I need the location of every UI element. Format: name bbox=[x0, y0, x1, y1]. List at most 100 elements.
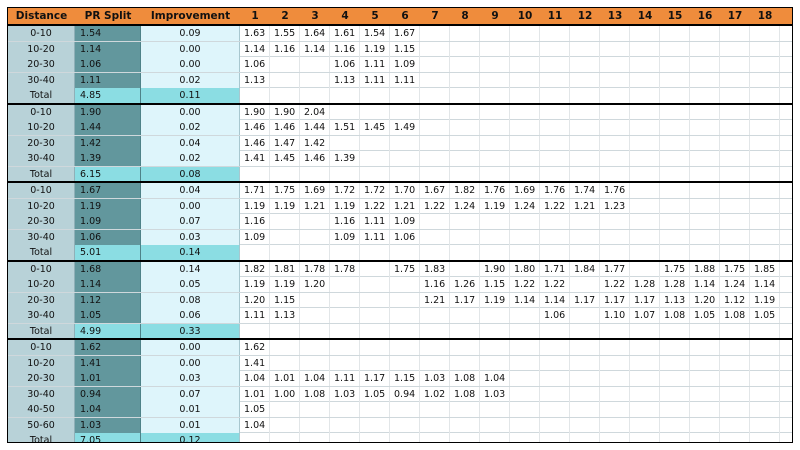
lap-value-cell[interactable] bbox=[660, 120, 690, 135]
lap-value-cell[interactable] bbox=[750, 386, 780, 402]
lap-value-cell[interactable] bbox=[360, 323, 390, 339]
header-pr-split[interactable]: PR Split bbox=[84, 10, 132, 22]
lap-value-cell[interactable] bbox=[720, 229, 750, 245]
lap-value-cell[interactable]: 1.19 bbox=[360, 41, 390, 57]
lap-value-cell[interactable] bbox=[600, 433, 630, 442]
lap-value-cell[interactable] bbox=[750, 183, 780, 198]
lap-value-cell[interactable] bbox=[450, 229, 480, 245]
lap-value-cell[interactable] bbox=[450, 245, 480, 260]
lap-value-cell[interactable]: 1.09 bbox=[390, 57, 420, 72]
lap-value-cell[interactable] bbox=[750, 166, 780, 182]
lap-value-cell[interactable] bbox=[270, 323, 300, 339]
improvement-cell[interactable]: 0.01 bbox=[141, 402, 240, 417]
lap-value-cell[interactable]: 1.78 bbox=[330, 261, 360, 277]
lap-value-cell[interactable]: 1.11 bbox=[390, 72, 420, 88]
lap-value-cell[interactable] bbox=[420, 26, 450, 41]
lap-value-cell[interactable] bbox=[600, 214, 630, 229]
lap-value-cell[interactable] bbox=[300, 245, 330, 260]
lap-value-cell[interactable] bbox=[630, 166, 660, 182]
lap-value-cell[interactable]: 1.09 bbox=[330, 229, 360, 245]
lap-value-cell[interactable] bbox=[390, 402, 420, 417]
lap-value-cell[interactable] bbox=[450, 433, 480, 442]
distance-cell[interactable]: 0-10 bbox=[8, 340, 75, 355]
lap-value-cell[interactable] bbox=[300, 355, 330, 371]
lap-value-cell[interactable] bbox=[270, 340, 300, 355]
lap-value-cell[interactable] bbox=[420, 57, 450, 72]
lap-value-cell[interactable] bbox=[570, 371, 600, 386]
lap-value-cell[interactable] bbox=[510, 135, 540, 151]
lap-value-cell[interactable] bbox=[390, 417, 420, 433]
lap-value-cell[interactable]: 1.16 bbox=[330, 214, 360, 229]
lap-value-cell[interactable] bbox=[390, 135, 420, 151]
lap-value-cell[interactable] bbox=[360, 245, 390, 260]
lap-value-cell[interactable]: 1.19 bbox=[240, 198, 270, 214]
lap-value-cell[interactable] bbox=[420, 340, 450, 355]
lap-value-cell[interactable] bbox=[540, 135, 570, 151]
improvement-cell[interactable]: 0.08 bbox=[141, 292, 240, 308]
improvement-cell[interactable]: 0.33 bbox=[141, 323, 240, 339]
lap-value-cell[interactable] bbox=[540, 355, 570, 371]
lap-value-cell[interactable]: 1.75 bbox=[660, 261, 690, 277]
lap-value-cell[interactable] bbox=[480, 245, 510, 260]
distance-cell[interactable]: 20-30 bbox=[8, 292, 75, 308]
lap-value-cell[interactable] bbox=[720, 166, 750, 182]
improvement-cell[interactable]: 0.05 bbox=[141, 277, 240, 292]
lap-value-cell[interactable] bbox=[540, 402, 570, 417]
lap-value-cell[interactable] bbox=[450, 72, 480, 88]
pr-split-cell[interactable]: 1.14 bbox=[75, 277, 141, 292]
lap-value-cell[interactable] bbox=[450, 88, 480, 103]
improvement-cell[interactable]: 0.08 bbox=[141, 166, 240, 182]
lap-value-cell[interactable] bbox=[300, 417, 330, 433]
distance-cell[interactable]: 20-30 bbox=[8, 371, 75, 386]
lap-value-cell[interactable] bbox=[480, 135, 510, 151]
lap-value-cell[interactable]: 2.04 bbox=[300, 104, 330, 120]
lap-value-cell[interactable] bbox=[450, 355, 480, 371]
lap-value-cell[interactable] bbox=[360, 151, 390, 166]
lap-value-cell[interactable] bbox=[270, 88, 300, 103]
lap-value-cell[interactable]: 1.49 bbox=[390, 120, 420, 135]
lap-value-cell[interactable]: 1.24 bbox=[720, 277, 750, 292]
lap-value-cell[interactable] bbox=[480, 120, 510, 135]
lap-value-cell[interactable] bbox=[330, 417, 360, 433]
lap-value-cell[interactable] bbox=[750, 57, 780, 72]
lap-value-cell[interactable]: 1.72 bbox=[360, 183, 390, 198]
lap-value-cell[interactable]: 1.11 bbox=[360, 214, 390, 229]
lap-value-cell[interactable] bbox=[480, 151, 510, 166]
lap-value-cell[interactable]: 1.22 bbox=[510, 277, 540, 292]
lap-value-cell[interactable] bbox=[420, 433, 450, 442]
distance-cell[interactable]: 0-10 bbox=[8, 261, 75, 277]
lap-value-cell[interactable]: 1.17 bbox=[630, 292, 660, 308]
lap-value-cell[interactable] bbox=[570, 214, 600, 229]
lap-value-cell[interactable] bbox=[750, 402, 780, 417]
header-col-14[interactable]: 14 bbox=[637, 10, 653, 22]
lap-value-cell[interactable] bbox=[720, 41, 750, 57]
lap-value-cell[interactable] bbox=[720, 135, 750, 151]
lap-value-cell[interactable] bbox=[300, 433, 330, 442]
lap-value-cell[interactable] bbox=[570, 340, 600, 355]
lap-value-cell[interactable]: 1.13 bbox=[330, 72, 360, 88]
lap-value-cell[interactable] bbox=[480, 104, 510, 120]
lap-value-cell[interactable]: 1.13 bbox=[270, 308, 300, 323]
lap-value-cell[interactable]: 1.45 bbox=[270, 151, 300, 166]
improvement-cell[interactable]: 0.00 bbox=[141, 57, 240, 72]
lap-value-cell[interactable] bbox=[300, 323, 330, 339]
lap-value-cell[interactable]: 1.62 bbox=[240, 340, 270, 355]
lap-value-cell[interactable]: 1.46 bbox=[240, 135, 270, 151]
lap-value-cell[interactable] bbox=[570, 135, 600, 151]
lap-value-cell[interactable] bbox=[600, 355, 630, 371]
lap-value-cell[interactable]: 1.80 bbox=[510, 261, 540, 277]
improvement-cell[interactable]: 0.02 bbox=[141, 72, 240, 88]
lap-value-cell[interactable] bbox=[450, 261, 480, 277]
lap-value-cell[interactable] bbox=[570, 104, 600, 120]
lap-value-cell[interactable] bbox=[510, 57, 540, 72]
lap-value-cell[interactable] bbox=[570, 308, 600, 323]
lap-value-cell[interactable]: 1.23 bbox=[600, 198, 630, 214]
lap-value-cell[interactable] bbox=[420, 323, 450, 339]
improvement-cell[interactable]: 0.02 bbox=[141, 120, 240, 135]
lap-value-cell[interactable] bbox=[450, 214, 480, 229]
lap-value-cell[interactable]: 1.69 bbox=[510, 183, 540, 198]
lap-value-cell[interactable]: 1.14 bbox=[540, 292, 570, 308]
lap-value-cell[interactable] bbox=[540, 433, 570, 442]
lap-value-cell[interactable] bbox=[540, 120, 570, 135]
pr-split-cell[interactable]: 1.05 bbox=[75, 308, 141, 323]
